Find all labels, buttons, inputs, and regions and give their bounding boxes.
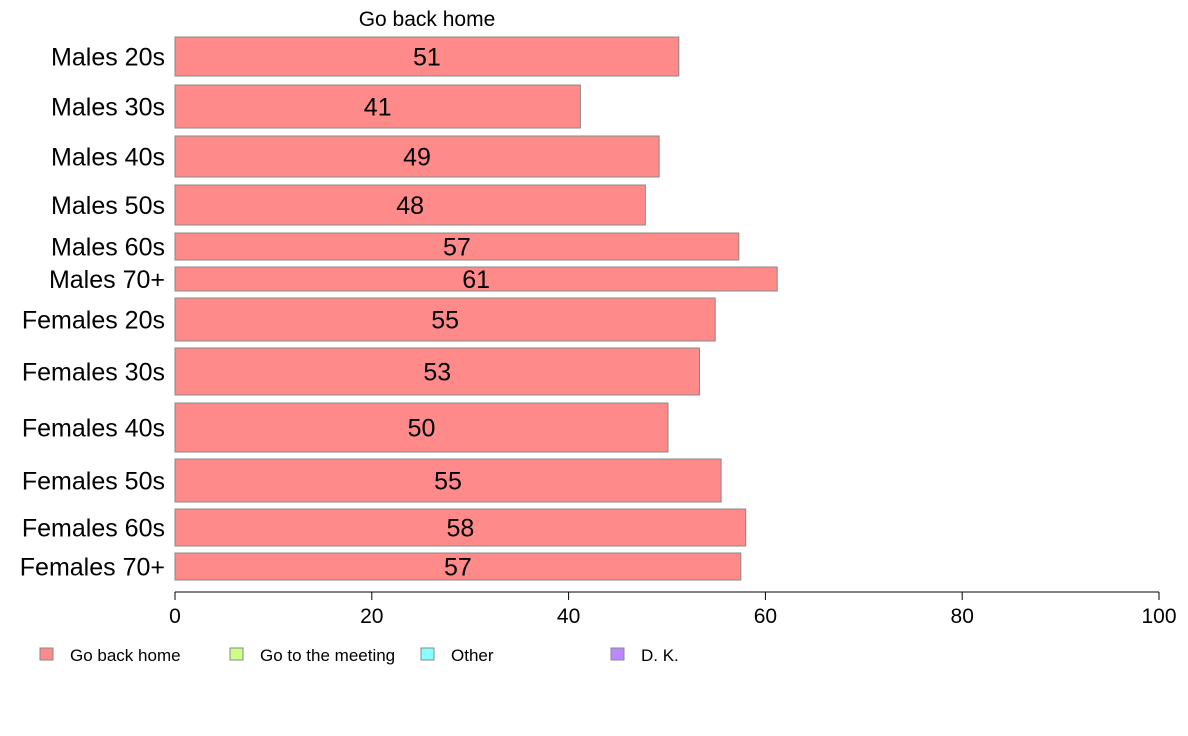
bar-females-40s	[174, 402, 669, 453]
bar-females-30s	[174, 347, 700, 396]
x-axis: 0 20 40 60 80 100	[169, 591, 1177, 628]
bar-males-70-	[174, 266, 778, 292]
value-label: 49	[403, 144, 431, 172]
x-tick-label: 20	[360, 605, 383, 628]
value-label: 51	[413, 44, 441, 72]
legend-swatch	[229, 647, 244, 661]
value-label: 41	[364, 94, 392, 122]
bar-males-50s	[174, 184, 646, 226]
category-label: Males 40s	[51, 144, 165, 172]
value-label: 55	[434, 468, 462, 496]
category-label: Males 30s	[51, 94, 165, 122]
value-label: 53	[423, 359, 451, 387]
bar-females-50s	[174, 458, 722, 503]
category-label: Females 30s	[22, 359, 165, 387]
legend-label: Go back home	[70, 646, 181, 665]
bar-males-20s	[174, 36, 680, 77]
category-label: Males 70+	[49, 266, 165, 294]
value-label: 50	[408, 415, 436, 443]
bars-group	[174, 36, 778, 581]
category-labels: Males 20s Males 30s Males 40s Males 50s Male…	[20, 44, 165, 582]
x-tick-label: 0	[169, 605, 181, 628]
legend-label: D. K.	[641, 646, 679, 665]
legend-swatch	[420, 647, 435, 661]
bar-females-70-	[174, 552, 742, 581]
x-tick-label: 60	[754, 605, 777, 628]
bar-males-40s	[174, 135, 660, 178]
category-label: Females 20s	[22, 307, 165, 335]
legend-label: Other	[451, 646, 494, 665]
value-label: 48	[396, 192, 424, 220]
category-label: Males 60s	[51, 234, 165, 262]
category-label: Females 60s	[22, 515, 165, 543]
bar-females-20s	[174, 297, 716, 342]
bar-males-30s	[174, 84, 581, 129]
category-label: Males 20s	[51, 44, 165, 72]
bar-males-60s	[174, 232, 740, 261]
value-label: 57	[444, 554, 472, 582]
x-tick-label: 80	[951, 605, 974, 628]
chart-title: Go back home	[359, 8, 496, 31]
value-label: 58	[446, 515, 474, 543]
x-tick-label: 100	[1141, 605, 1176, 628]
value-label: 61	[462, 266, 490, 294]
category-label: Females 40s	[22, 415, 165, 443]
category-label: Males 50s	[51, 192, 165, 220]
legend-swatch	[39, 647, 54, 661]
category-label: Females 50s	[22, 468, 165, 496]
x-tick-label: 40	[557, 605, 580, 628]
category-label: Females 70+	[20, 554, 165, 582]
bar-females-60s	[174, 508, 747, 547]
legend-swatch	[610, 647, 625, 661]
value-label: 55	[431, 307, 459, 335]
legend-label: Go to the meeting	[260, 646, 395, 665]
legend: Go back home Go to the meeting Other D. K.	[39, 646, 679, 665]
value-label: 57	[443, 234, 471, 262]
